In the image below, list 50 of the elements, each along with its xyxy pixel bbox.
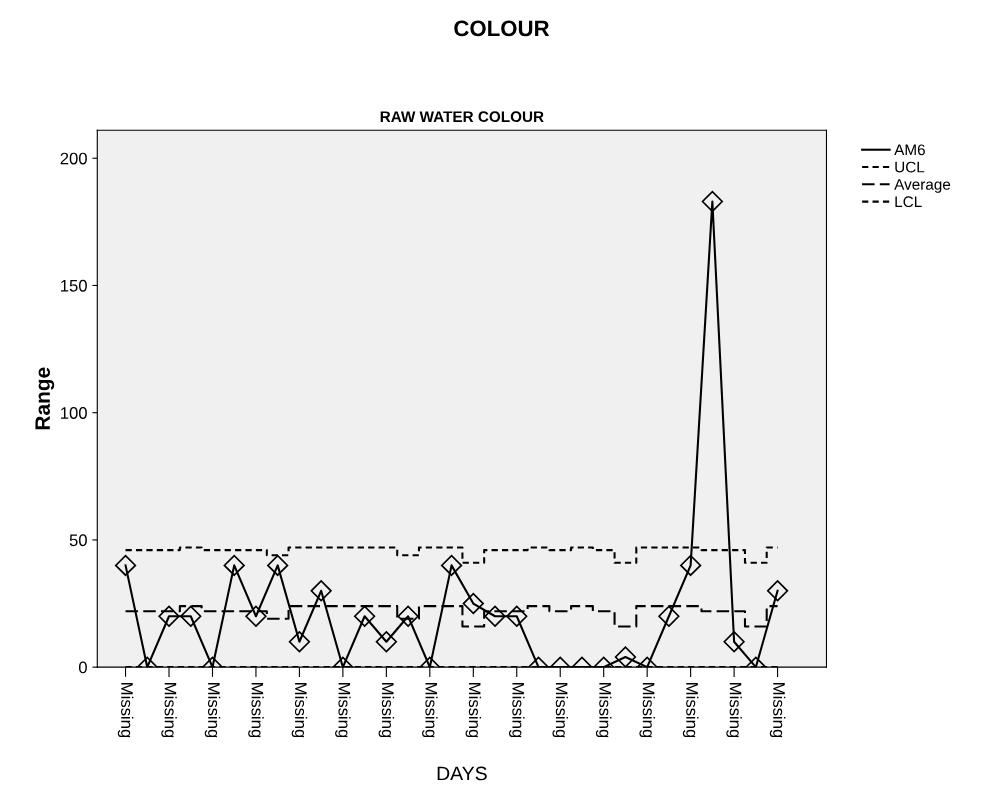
- x-tick-label: Missing: [378, 683, 395, 738]
- point: [484, 605, 506, 627]
- x-tick-label: Missing: [161, 683, 177, 738]
- point: [180, 605, 202, 627]
- x-tick-label: Missing: [465, 683, 482, 738]
- x-tick-label: Missing: [639, 683, 655, 738]
- x-tick-label: Missing: [552, 683, 568, 738]
- point: [158, 605, 180, 627]
- y-tick-label: 150: [61, 279, 87, 292]
- point: [267, 554, 289, 577]
- x-tick-label: Missing: [117, 683, 134, 738]
- x-tick-label: Missing: [291, 683, 308, 738]
- chart-title: COLOUR: [454, 20, 550, 37]
- point: [462, 592, 484, 615]
- legend-label: AM6: [894, 144, 925, 156]
- y-tick-label: 100: [61, 407, 87, 419]
- x-tick-label: Missing: [726, 683, 742, 738]
- point: [723, 631, 745, 653]
- point: [310, 580, 332, 602]
- x-tick-label: Missing: [204, 683, 221, 738]
- point: [288, 631, 311, 653]
- point: [506, 605, 528, 627]
- y-axis-title: Range: [35, 367, 55, 430]
- point: [766, 580, 789, 602]
- x-tick-label: Missing: [248, 683, 264, 738]
- point: [375, 631, 398, 653]
- legend-label: UCL: [895, 161, 925, 173]
- point: [223, 554, 245, 577]
- point: [440, 554, 463, 577]
- point: [701, 190, 724, 213]
- x-tick-label: Missing: [508, 683, 525, 738]
- x-axis-title: DAYS: [437, 766, 487, 781]
- point: [353, 605, 376, 627]
- legend-label: Average: [894, 179, 951, 193]
- point: [679, 554, 702, 577]
- legend-label: LCL: [895, 196, 922, 208]
- y-tick-label: 0: [78, 661, 87, 674]
- x-tick-label: Missing: [769, 683, 786, 738]
- point: [245, 605, 267, 627]
- point: [397, 605, 419, 627]
- chart-subtitle: RAW WATER COLOUR: [380, 111, 544, 123]
- x-tick-label: Missing: [595, 683, 612, 738]
- x-tick-label: Missing: [335, 683, 351, 738]
- y-tick-label: 50: [69, 534, 87, 547]
- x-tick-label: Missing: [682, 683, 699, 738]
- point: [658, 605, 680, 627]
- point: [614, 646, 637, 668]
- x-tick-label: Missing: [422, 683, 438, 738]
- point: [114, 554, 137, 577]
- y-tick-label: 200: [60, 152, 87, 165]
